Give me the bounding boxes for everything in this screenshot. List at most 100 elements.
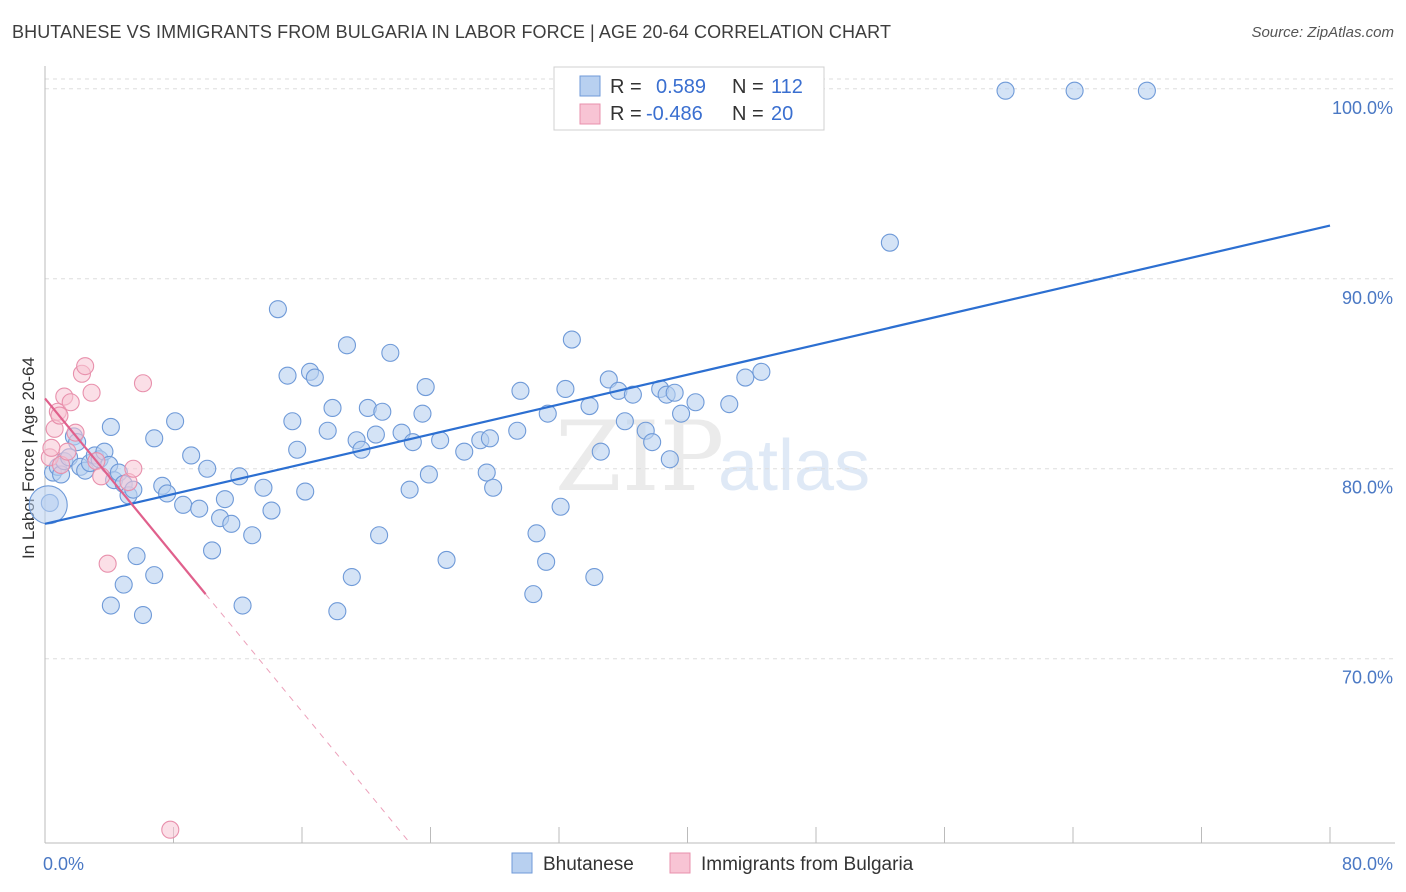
legend-r-label: R = xyxy=(610,76,642,98)
data-point-bulgaria xyxy=(98,554,117,573)
data-point-bulgaria xyxy=(58,442,77,461)
data-point-bhutanese xyxy=(127,547,146,566)
data-point-bhutanese xyxy=(527,524,546,543)
data-point-bhutanese xyxy=(996,81,1015,100)
data-point-bhutanese xyxy=(323,398,342,418)
legend-n-value: 112 xyxy=(771,76,803,98)
data-point-bhutanese xyxy=(381,343,400,362)
data-point-bhutanese xyxy=(537,552,556,571)
data-point-bhutanese xyxy=(413,404,432,423)
y-axis-label: In Labor Force | Age 20-64 xyxy=(19,357,38,559)
watermark-zip: ZIP xyxy=(555,401,724,513)
y-tick-label: 80.0% xyxy=(1342,478,1393,498)
data-point-bulgaria xyxy=(161,820,180,839)
data-point-bhutanese xyxy=(328,602,347,621)
data-point-bhutanese xyxy=(373,402,392,421)
data-point-bhutanese xyxy=(419,465,438,484)
data-point-bhutanese xyxy=(268,300,287,319)
y-tick-label: 70.0% xyxy=(1342,668,1393,688)
x-tick-labels: 0.0% 80.0% xyxy=(43,854,1393,874)
data-point-bhutanese xyxy=(337,336,357,355)
legend-r-label: R = xyxy=(610,103,642,125)
data-point-bulgaria xyxy=(92,467,111,486)
data-point-bhutanese xyxy=(145,566,164,585)
trend-line-bulgaria-extrapolated xyxy=(205,593,411,844)
data-point-bhutanese xyxy=(145,429,164,448)
data-point-bhutanese xyxy=(672,404,691,423)
data-point-bhutanese xyxy=(288,440,307,459)
legend-n-value: 20 xyxy=(771,103,793,125)
data-point-bhutanese xyxy=(643,433,662,452)
bottom-legend-swatch-bulgaria xyxy=(669,852,691,874)
data-point-bhutanese xyxy=(305,368,324,387)
legend-swatch-bulgaria xyxy=(579,103,601,125)
series-immigrants-from-bulgaria xyxy=(40,357,180,839)
y-tick-labels: 70.0% 80.0% 90.0% 100.0% xyxy=(1332,98,1393,688)
series-legend: Bhutanese Immigrants from Bulgaria xyxy=(511,852,914,875)
trend-lines xyxy=(44,224,1331,844)
data-point-bulgaria xyxy=(76,357,95,376)
data-point-bhutanese xyxy=(580,397,599,416)
bottom-legend-label-bhutanese: Bhutanese xyxy=(543,854,634,875)
data-point-bhutanese xyxy=(174,495,193,514)
data-point-bulgaria xyxy=(82,383,101,402)
data-point-bhutanese xyxy=(585,567,604,587)
bottom-legend-label-bulgaria: Immigrants from Bulgaria xyxy=(701,854,914,875)
data-point-bhutanese xyxy=(114,575,133,594)
data-point-bhutanese xyxy=(198,459,217,478)
data-point-bulgaria xyxy=(133,374,153,393)
legend-swatch-bhutanese xyxy=(579,75,601,97)
data-point-bhutanese xyxy=(660,450,679,469)
data-point-bhutanese xyxy=(455,442,474,461)
source-credit: Source: ZipAtlas.com xyxy=(1251,24,1394,41)
data-point-bhutanese xyxy=(686,393,705,412)
data-point-bhutanese xyxy=(283,412,302,431)
data-point-bhutanese xyxy=(215,490,234,509)
y-tick-label: 100.0% xyxy=(1332,98,1393,118)
data-point-bhutanese xyxy=(416,378,435,397)
watermark-atlas: atlas xyxy=(718,426,870,506)
data-point-bulgaria xyxy=(124,459,143,478)
series-bhutanese xyxy=(28,81,1156,625)
legend-r-value: -0.486 xyxy=(646,103,703,125)
data-point-bhutanese xyxy=(752,362,771,381)
data-point-bhutanese xyxy=(342,567,361,587)
data-point-bhutanese xyxy=(262,501,281,520)
data-point-bhutanese-cluster xyxy=(28,485,68,525)
data-point-bhutanese xyxy=(538,404,557,423)
data-point-bhutanese xyxy=(101,417,120,437)
data-point-bhutanese xyxy=(880,233,899,252)
data-point-bhutanese xyxy=(1137,81,1156,100)
x-tick-label: 80.0% xyxy=(1342,854,1393,874)
correlation-legend: R = 0.589 N = 112 R = -0.486 N = 20 xyxy=(553,66,825,131)
data-point-bhutanese xyxy=(233,596,252,615)
data-point-bhutanese xyxy=(254,478,273,497)
x-tick-label: 0.0% xyxy=(43,854,84,874)
data-point-bhutanese xyxy=(437,550,456,569)
data-point-bhutanese xyxy=(222,514,241,533)
chart-title: BHUTANESE VS IMMIGRANTS FROM BULGARIA IN… xyxy=(12,22,892,42)
data-point-bhutanese xyxy=(366,425,385,444)
data-point-bulgaria xyxy=(66,423,85,442)
y-tick-label: 90.0% xyxy=(1342,288,1393,308)
data-point-bhutanese xyxy=(370,526,389,545)
data-point-bhutanese xyxy=(591,442,610,461)
data-point-bhutanese xyxy=(508,421,527,440)
data-point-bhutanese xyxy=(623,385,642,404)
data-point-bhutanese xyxy=(190,499,209,518)
legend-n-label: N = xyxy=(732,103,764,125)
data-point-bhutanese xyxy=(551,497,570,516)
data-point-bhutanese xyxy=(562,330,581,349)
bottom-legend-swatch-bhutanese xyxy=(511,852,533,874)
data-point-bhutanese xyxy=(615,412,634,431)
data-point-bhutanese xyxy=(484,478,503,497)
trend-line-bulgaria xyxy=(44,397,207,595)
data-point-bhutanese xyxy=(318,421,337,440)
data-point-bhutanese xyxy=(133,605,153,625)
data-point-bhutanese xyxy=(166,412,185,431)
data-point-bhutanese xyxy=(1065,81,1084,100)
trend-line-bhutanese xyxy=(44,224,1331,525)
data-point-bhutanese xyxy=(400,480,419,499)
legend-r-value: 0.589 xyxy=(656,76,706,98)
data-point-bhutanese xyxy=(182,446,201,465)
